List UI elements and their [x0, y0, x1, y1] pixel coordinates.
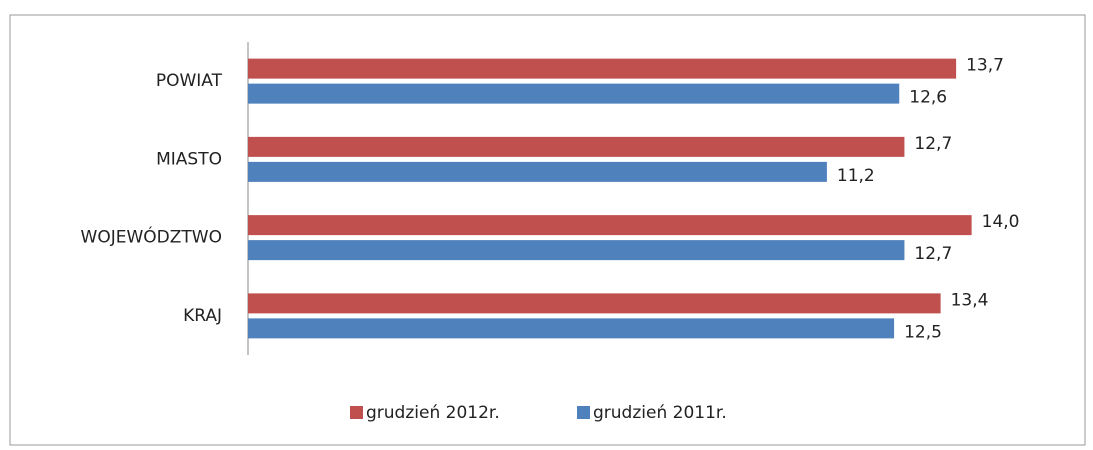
bar [248, 136, 905, 157]
value-label: 12,7 [914, 134, 952, 154]
value-label: 12,6 [909, 88, 947, 108]
value-label: 14,0 [982, 212, 1020, 232]
category-label: POWIAT [156, 71, 223, 91]
value-label: 11,2 [837, 166, 875, 186]
bar [248, 240, 905, 261]
value-label: 13,4 [951, 290, 989, 310]
legend-swatch [350, 406, 363, 419]
category-label: KRAJ [183, 306, 222, 326]
bar [248, 215, 972, 236]
bar [248, 318, 895, 339]
bar [248, 58, 957, 79]
category-label: MIASTO [156, 149, 222, 169]
legend-label: grudzień 2011r. [593, 403, 727, 423]
legend-swatch [577, 406, 590, 419]
category-label: WOJEWÓDZTWO [81, 226, 222, 248]
bar [248, 293, 941, 314]
value-label: 12,7 [914, 244, 952, 264]
legend-label: grudzień 2012r. [366, 403, 500, 423]
value-label: 12,5 [904, 322, 942, 342]
bar [248, 161, 827, 182]
bar [248, 83, 900, 104]
value-label: 13,7 [966, 56, 1004, 76]
